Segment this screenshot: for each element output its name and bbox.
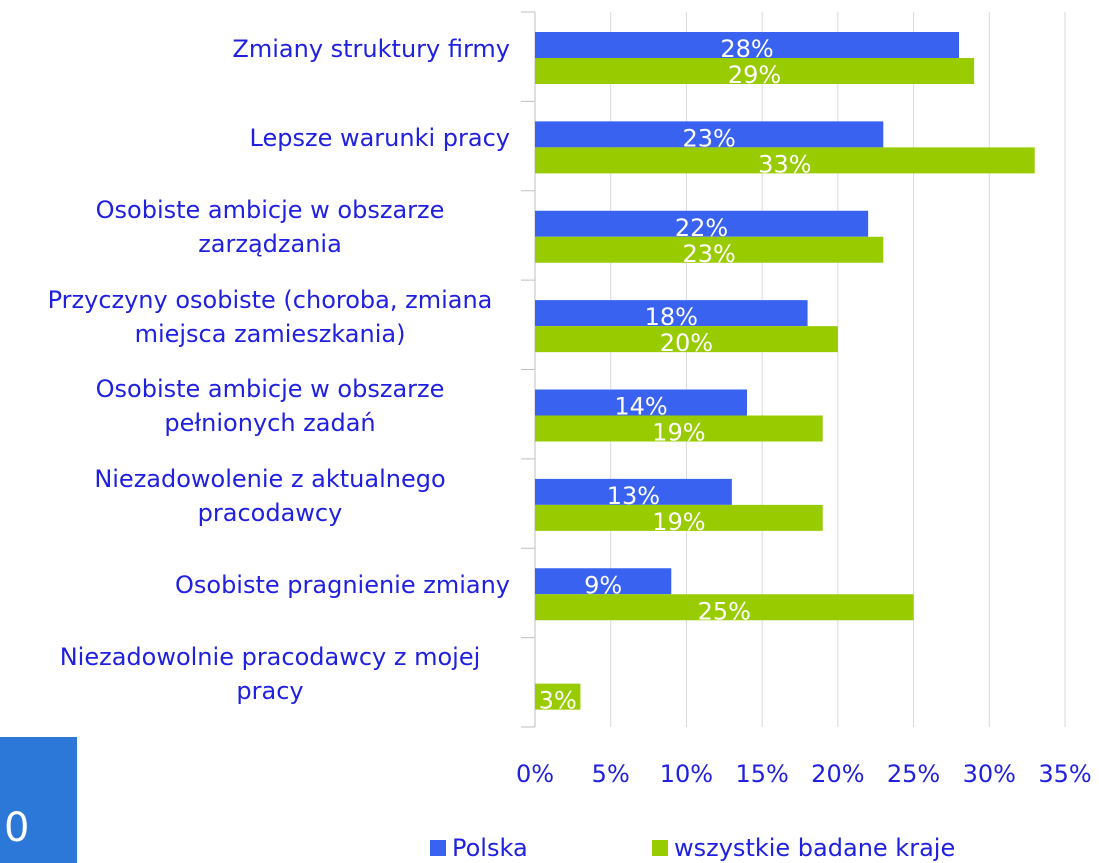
legend-label: Polska bbox=[452, 834, 528, 862]
category-text: Przyczyny osobiste (choroba, zmiana miej… bbox=[47, 285, 493, 348]
bar bbox=[535, 32, 959, 58]
slide-number-box bbox=[0, 737, 77, 863]
value-label: 3% bbox=[539, 687, 577, 715]
category-text: Niezadowolnie pracodawcy z mojej pracy bbox=[59, 643, 481, 706]
bar bbox=[535, 568, 672, 595]
bar bbox=[535, 594, 914, 621]
value-label: 33% bbox=[758, 150, 811, 178]
bar bbox=[535, 147, 1035, 174]
bar bbox=[535, 236, 884, 263]
category-text: Osobiste ambicje w obszarze zarządzania bbox=[95, 196, 445, 259]
bar bbox=[535, 210, 869, 237]
category-label: Osobiste pragnienie zmiany bbox=[30, 568, 510, 602]
bar bbox=[535, 478, 732, 505]
x-tick-label: 15% bbox=[735, 760, 788, 788]
legend-label: wszystkie badane kraje bbox=[674, 834, 955, 862]
bar bbox=[535, 415, 823, 442]
value-label: 19% bbox=[652, 419, 705, 447]
slide-number: 0 bbox=[4, 805, 29, 851]
category-text: Osobiste pragnienie zmiany bbox=[174, 570, 510, 599]
category-label: Zmiany struktury firmy bbox=[30, 32, 510, 66]
bar bbox=[535, 683, 581, 710]
bar bbox=[535, 326, 838, 353]
category-text: Niezadowolenie z aktualnego pracodawcy bbox=[94, 464, 446, 527]
value-label: 25% bbox=[698, 597, 751, 625]
x-tick-label: 25% bbox=[887, 760, 940, 788]
x-tick-label: 0% bbox=[516, 760, 554, 788]
value-label: 23% bbox=[682, 240, 735, 268]
bar bbox=[535, 504, 823, 531]
bar bbox=[535, 300, 808, 327]
category-text: Lepsze warunki pracy bbox=[249, 124, 510, 153]
category-label: Osobiste ambicje w obszarze pełnionych z… bbox=[30, 372, 510, 440]
x-tick-label: 30% bbox=[963, 760, 1016, 788]
bar bbox=[535, 121, 884, 148]
category-label: Lepsze warunki pracy bbox=[30, 121, 510, 155]
legend-swatch bbox=[430, 840, 446, 856]
x-tick-label: 10% bbox=[660, 760, 713, 788]
category-label: Przyczyny osobiste (choroba, zmiana miej… bbox=[30, 283, 510, 351]
value-label: 29% bbox=[728, 61, 781, 89]
category-label: Niezadowolenie z aktualnego pracodawcy bbox=[30, 462, 510, 530]
value-label: 20% bbox=[660, 329, 713, 357]
bar bbox=[535, 58, 975, 84]
category-text: Osobiste ambicje w obszarze pełnionych z… bbox=[95, 375, 445, 438]
x-tick-label: 5% bbox=[592, 760, 630, 788]
bar bbox=[535, 389, 747, 416]
category-text: Zmiany struktury firmy bbox=[232, 34, 510, 63]
x-tick-label: 35% bbox=[1038, 760, 1091, 788]
x-tick-label: 20% bbox=[811, 760, 864, 788]
legend-swatch bbox=[652, 840, 668, 856]
category-label: Niezadowolnie pracodawcy z mojej pracy bbox=[30, 640, 510, 708]
value-label: 19% bbox=[652, 508, 705, 536]
category-label: Osobiste ambicje w obszarze zarządzania bbox=[30, 193, 510, 261]
